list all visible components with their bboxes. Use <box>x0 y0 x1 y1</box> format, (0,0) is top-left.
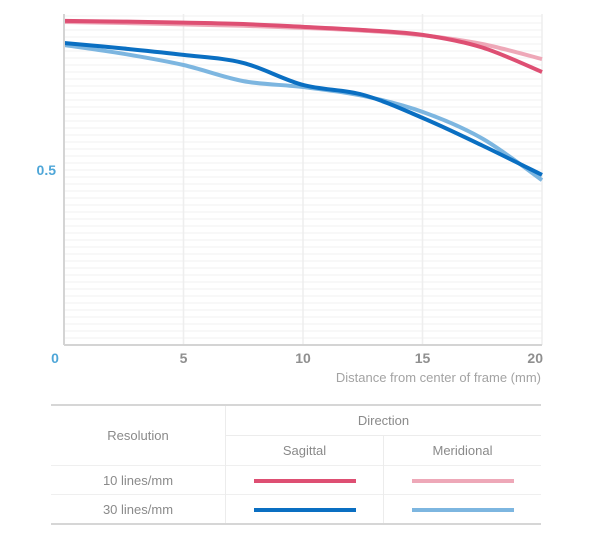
x-tick-label: 10 <box>295 350 311 366</box>
resolution-label: 30 lines/mm <box>51 494 226 524</box>
x-tick-label: 20 <box>527 350 543 366</box>
series-line-30-lines-mm-sagittal <box>63 40 543 177</box>
x-tick-label: 15 <box>415 350 431 366</box>
grid <box>64 14 543 345</box>
tick-labels: 0 5 10 15 20 0.5 <box>37 162 544 366</box>
sagittal-header: Sagittal <box>225 435 384 466</box>
x-axis-label: Distance from center of frame (mm) <box>336 370 541 385</box>
meridional-header: Meridional <box>432 443 493 458</box>
swatch-10-meridional <box>411 479 514 484</box>
legend-row-30: 30 lines/mm <box>51 494 541 524</box>
swatch-10-sagittal <box>253 479 356 484</box>
y-tick-label: 0.5 <box>37 162 57 178</box>
swatch-30-meridional <box>411 508 514 513</box>
x-tick-label: 5 <box>180 350 188 366</box>
series-group <box>63 18 544 182</box>
swatch-30-sagittal <box>253 508 356 513</box>
legend-row-10: 10 lines/mm <box>51 465 541 495</box>
mtf-chart: 0 5 10 15 20 0.5 Distance from center of fram… <box>37 14 544 385</box>
direction-header: Direction <box>225 405 541 436</box>
axes <box>63 14 542 346</box>
resolution-label: 10 lines/mm <box>51 465 226 495</box>
series-line-10-lines-mm-sagittal <box>63 18 543 74</box>
x-tick-label: 0 <box>51 350 59 366</box>
resolution-header: Resolution <box>51 405 226 466</box>
series-line-30-lines-mm-meridional <box>63 43 544 182</box>
legend-table: Resolution Direction Sagittal Meridional… <box>51 404 541 525</box>
